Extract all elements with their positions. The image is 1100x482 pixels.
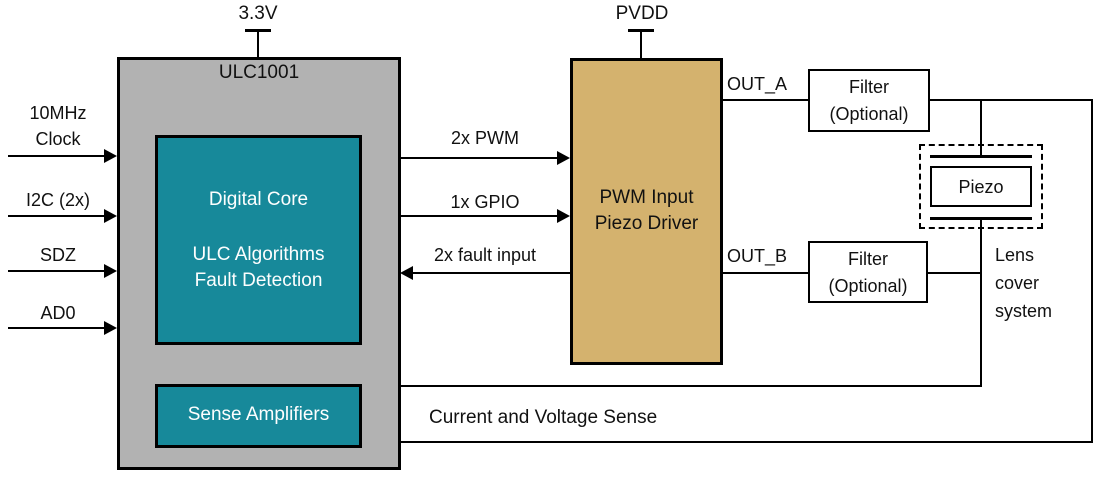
pwm-wire (400, 157, 558, 159)
filter-b-label-line1: Filter (848, 249, 888, 269)
piezo-bottom-wire (980, 220, 982, 387)
sense-wire-2 (400, 441, 1093, 443)
i2c-input-label: I2C (2x) (25, 190, 90, 210)
piezo-driver-label: PWM Input Piezo Driver (570, 185, 723, 237)
clock-input-label: 10MHz Clock (8, 100, 108, 152)
digital-core-functions: ULC Algorithms Fault Detection (155, 242, 362, 294)
sdz-arrowhead-icon (104, 264, 117, 278)
ad0-arrowhead-icon (104, 321, 117, 335)
filter-b-label-line2: (Optional) (828, 276, 908, 296)
clock-wire (8, 155, 106, 157)
piezo-driver-label-line1: PWM Input (599, 187, 694, 208)
right-rail-wire (1091, 99, 1093, 443)
filter-b-block (808, 241, 928, 303)
fault-detection-label: Fault Detection (194, 270, 323, 291)
pwm-arrowhead-icon (557, 151, 570, 165)
out-b-wire-2 (928, 272, 982, 274)
lens-cover-system-label: Lens cover system (995, 241, 1052, 325)
digital-core-block (155, 135, 362, 345)
gpio-signal-label: 1x GPIO (450, 192, 520, 212)
fault-wire (413, 272, 570, 274)
filter-a-block (808, 69, 930, 132)
sense-amplifiers-label: Sense Amplifiers (187, 404, 330, 425)
fault-signal-label: 2x fault input (433, 245, 537, 265)
sdz-input-label: SDZ (40, 245, 76, 265)
ulc-algorithms-label: ULC Algorithms (192, 244, 325, 265)
piezo-driver-label-line2: Piezo Driver (594, 213, 699, 234)
ad0-wire (8, 327, 106, 329)
i2c-arrowhead-icon (104, 209, 117, 223)
piezo-top-plate (930, 155, 1032, 158)
i2c-wire (8, 215, 106, 217)
out-b-label: OUT_B (727, 246, 788, 266)
clock-arrowhead-icon (104, 149, 117, 163)
gpio-arrowhead-icon (557, 209, 570, 223)
ad0-input-label: AD0 (40, 303, 76, 323)
filter-b-label: Filter (Optional) (808, 246, 928, 300)
piezo-driver-block (570, 58, 723, 365)
pvdd-label: PVDD (615, 3, 669, 24)
current-voltage-sense-label: Current and Voltage Sense (429, 407, 658, 428)
piezo-label: Piezo (958, 177, 1004, 197)
piezo-block (930, 166, 1032, 207)
piezo-bottom-plate (930, 217, 1032, 220)
sense-amplifiers-block (155, 384, 362, 448)
fault-arrowhead-icon (400, 266, 413, 280)
out-b-wire-1 (723, 272, 808, 274)
filter-a-label-line2: (Optional) (829, 104, 909, 124)
vdd-rail-bar (245, 29, 271, 32)
sense-wire-1 (400, 385, 982, 387)
ulc1001-title: ULC1001 (218, 62, 300, 83)
lens-label-line2: cover (995, 273, 1040, 293)
pvdd-wire (640, 31, 642, 58)
vdd-3v3-label: 3.3V (238, 3, 278, 24)
filter-a-label-line1: Filter (849, 77, 889, 97)
lens-label-line1: Lens (995, 245, 1035, 265)
digital-core-title: Digital Core (208, 189, 309, 210)
clock-label-line1: 10MHz (29, 103, 87, 123)
out-a-label: OUT_A (727, 74, 788, 94)
out-a-wire-2 (930, 99, 1093, 101)
pvdd-rail-bar (628, 29, 654, 32)
gpio-wire (400, 215, 558, 217)
clock-label-line2: Clock (35, 129, 81, 149)
piezo-top-wire (980, 101, 982, 156)
filter-a-label: Filter (Optional) (808, 74, 930, 128)
lens-label-line3: system (995, 301, 1053, 321)
sdz-wire (8, 270, 106, 272)
vdd-wire (257, 31, 259, 57)
pwm-signal-label: 2x PWM (450, 128, 519, 148)
out-a-wire-1 (723, 99, 808, 101)
